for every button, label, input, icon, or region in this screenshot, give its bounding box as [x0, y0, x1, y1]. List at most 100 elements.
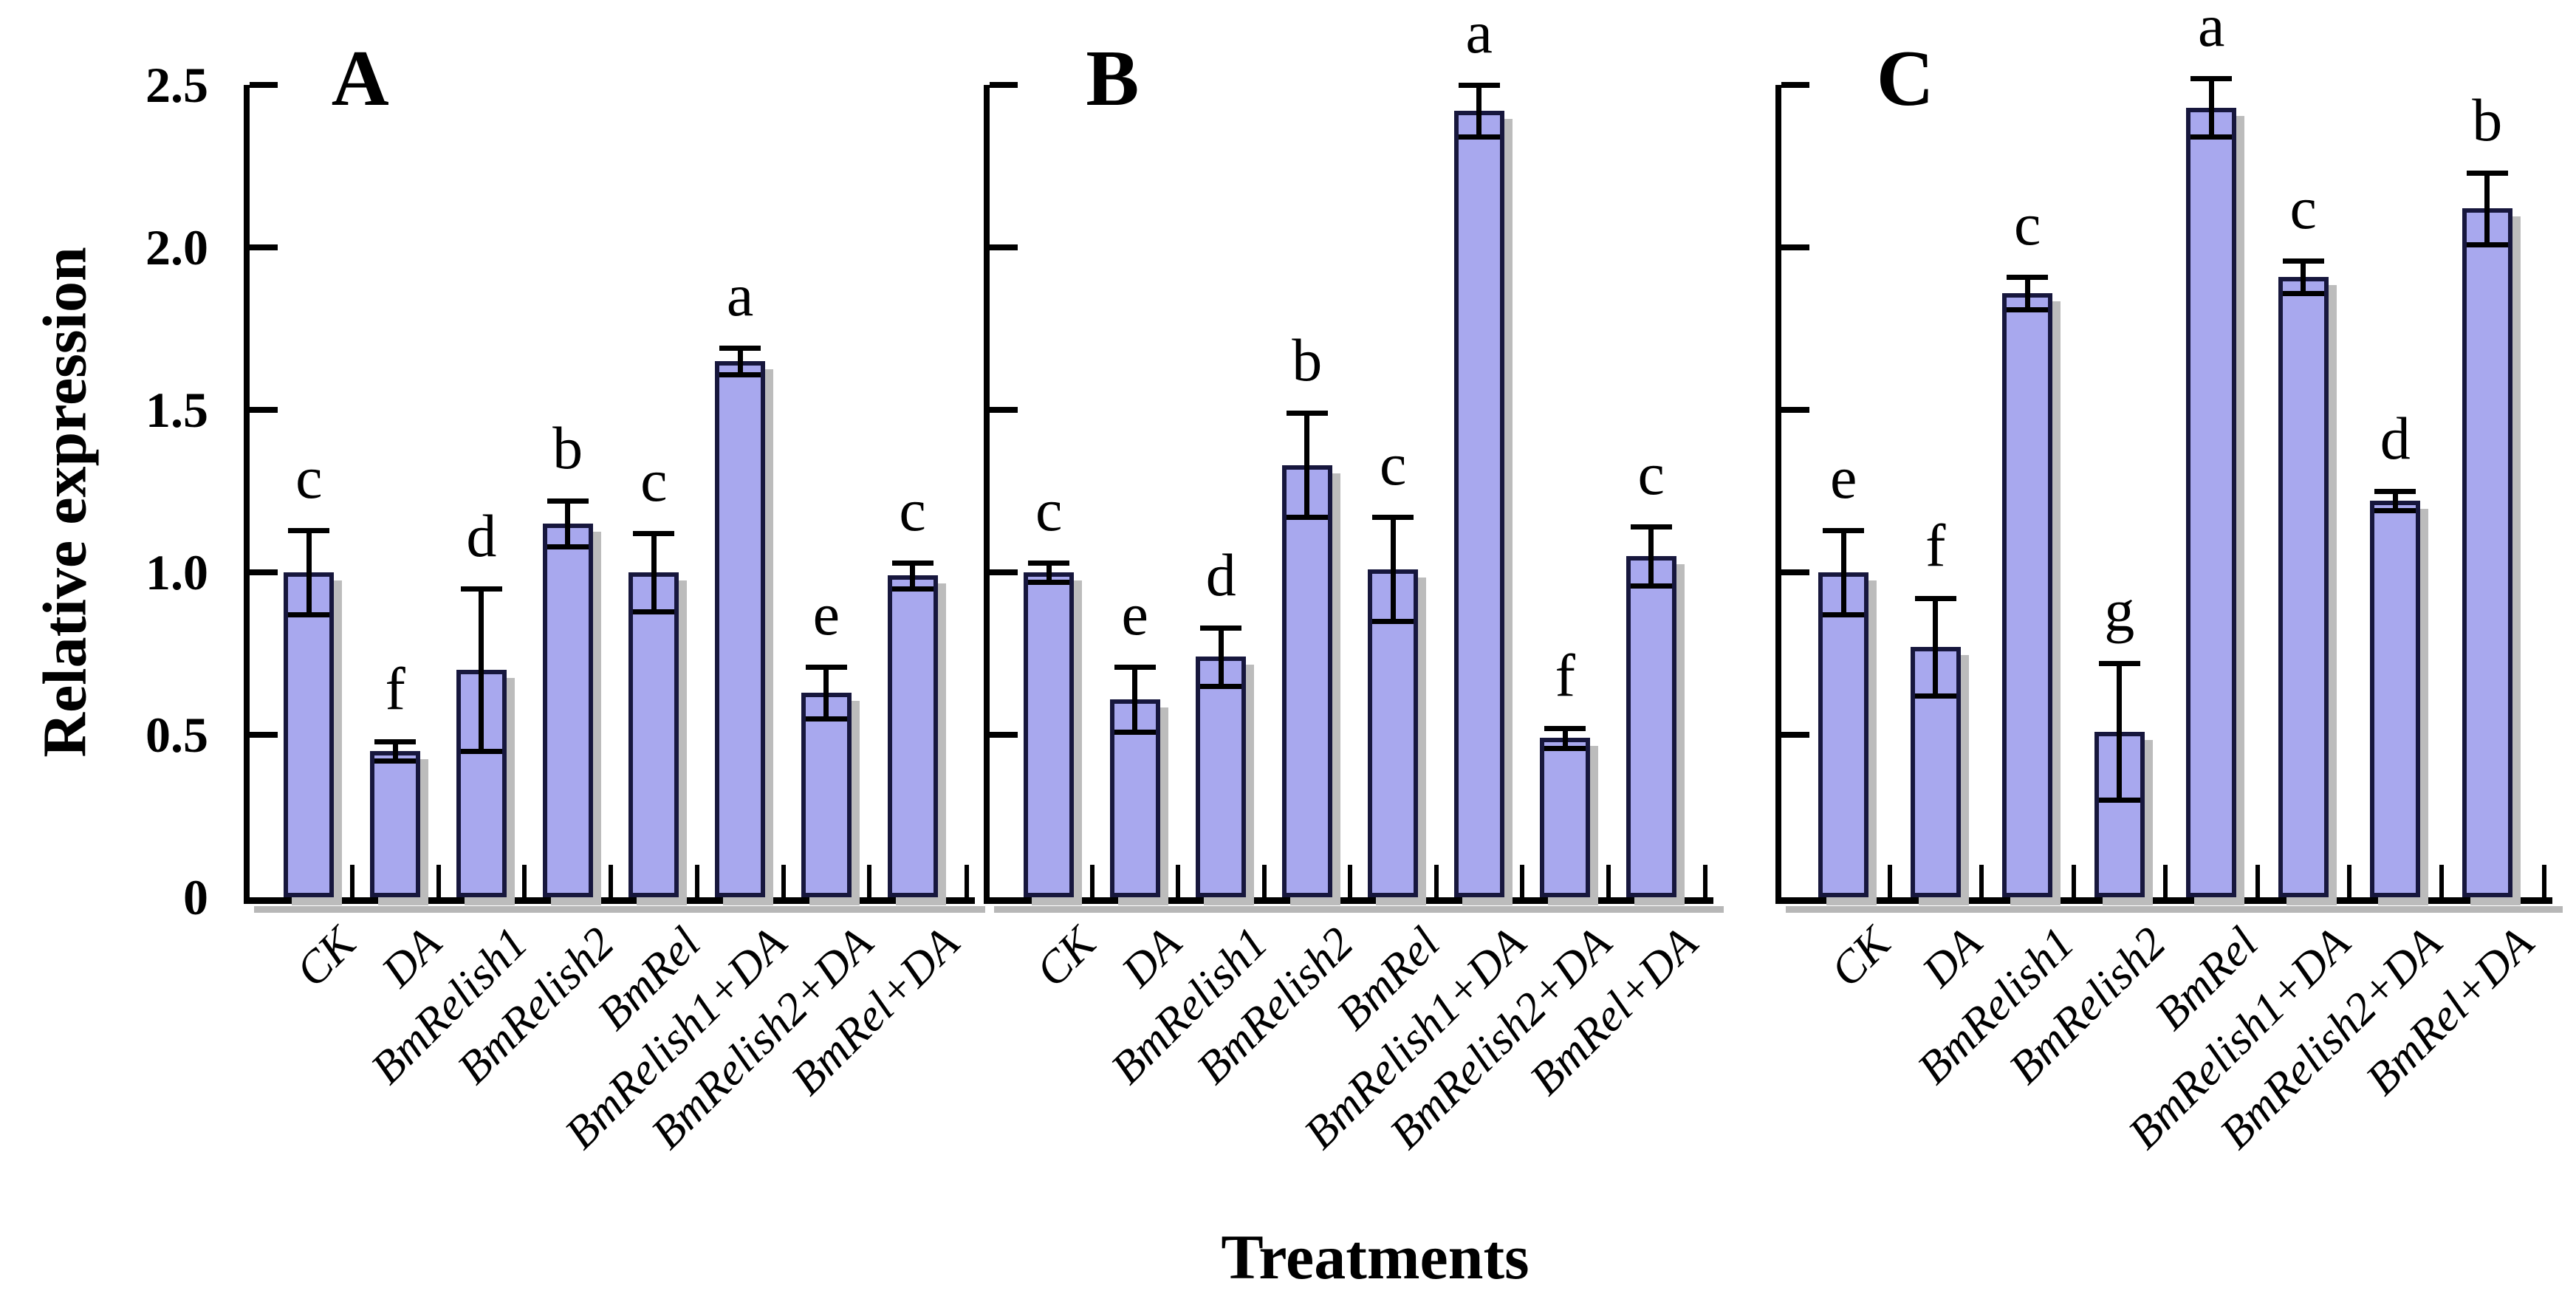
error-bar-cap-bottom: [374, 758, 417, 764]
bar-BmRel: [628, 572, 679, 897]
significance-letter: e: [812, 580, 840, 648]
error-bar-line: [2484, 172, 2490, 244]
error-bar-cap-top: [805, 664, 847, 670]
error-bar-cap-top: [1823, 527, 1865, 533]
bar-BmRelish2+DA: [2370, 501, 2421, 897]
y-axis-title: Relative expression: [30, 247, 100, 758]
x-axis-minor-tick: [965, 865, 969, 897]
x-axis-minor-tick: [1348, 865, 1352, 897]
error-bar-line: [737, 348, 743, 374]
significance-letter: c: [1380, 431, 1407, 498]
error-bar-cap-top: [2282, 258, 2324, 264]
significance-letter: c: [2014, 190, 2041, 258]
error-bar-line: [2024, 276, 2030, 309]
x-axis-minor-tick: [1261, 865, 1267, 897]
significance-letter: c: [295, 443, 323, 511]
error-bar-cap-bottom: [805, 716, 847, 722]
significance-letter: c: [1035, 476, 1063, 544]
x-axis-minor-tick: [1089, 865, 1095, 897]
significance-letter: a: [1465, 0, 1493, 66]
y-axis-tick: [1781, 569, 1809, 575]
y-tick-label: 0: [183, 869, 208, 925]
bar-BmRelish1: [2002, 292, 2053, 897]
x-axis-line: [244, 897, 975, 904]
significance-letter: b: [552, 414, 583, 482]
y-tick-label: 2.5: [145, 57, 208, 113]
bar-BmRelish1: [1196, 657, 1247, 897]
error-bar-cap-top: [2098, 661, 2140, 667]
x-axis-minor-tick: [2347, 865, 2351, 897]
error-bar-cap-bottom: [1630, 583, 1672, 589]
error-bar-cap-bottom: [1114, 729, 1156, 735]
panel-B: c CK e DA d BmRelish1 b BmRelish2 c BmRel a BmRelis…: [984, 2, 1713, 1159]
significance-letter: e: [1121, 580, 1148, 648]
significance-letter: f: [1925, 512, 1946, 580]
x-category-label: CK: [1026, 917, 1106, 997]
bar-BmRelish2+DA: [1540, 738, 1591, 897]
x-axis-minor-tick: [1433, 865, 1439, 897]
y-axis-tick: [250, 244, 278, 250]
error-bar-line: [1933, 598, 1939, 696]
error-bar-cap-top: [1114, 664, 1156, 670]
bar-BmRelish1+DA: [715, 361, 766, 897]
bar-DA: [1910, 647, 1961, 897]
x-category-label: CK: [286, 917, 366, 997]
y-axis-tick: [990, 244, 1018, 250]
bar-BmRelish2: [1281, 465, 1332, 897]
error-bar-cap-bottom: [1372, 619, 1414, 624]
error-bar-cap-bottom: [2098, 798, 2140, 803]
error-bar-line: [1390, 517, 1396, 621]
x-axis-minor-tick: [1606, 865, 1611, 897]
error-bar-cap-bottom: [288, 612, 330, 618]
y-axis-tick: [1781, 407, 1809, 413]
x-axis-line: [1775, 897, 2552, 904]
bar-CK: [1024, 572, 1075, 897]
bar-BmRelish1: [456, 670, 507, 897]
y-axis-tick: [250, 407, 278, 413]
error-bar-line: [1304, 413, 1310, 518]
x-axis-minor-tick: [2542, 865, 2546, 897]
error-bar-cap-top: [1286, 411, 1328, 417]
error-bar-cap-bottom: [1286, 515, 1328, 521]
x-axis-minor-tick: [2439, 865, 2444, 897]
x-axis-minor-tick: [1887, 865, 1892, 897]
x-axis-minor-tick: [867, 865, 872, 897]
error-bar-cap-top: [2190, 76, 2233, 82]
error-bar-line: [2301, 260, 2306, 293]
significance-letter: b: [2472, 86, 2503, 154]
error-bar-cap-bottom: [2374, 508, 2416, 514]
error-bar-line: [651, 533, 657, 611]
error-bar-line: [479, 589, 484, 751]
error-bar-cap-bottom: [2282, 290, 2324, 296]
error-bar-cap-bottom: [1028, 580, 1070, 586]
bar-CK: [1818, 572, 1869, 897]
bar-DA: [370, 751, 421, 897]
y-axis-tick: [990, 82, 1018, 88]
y-tick-label: 0.5: [145, 707, 208, 763]
y-axis-tick: [250, 82, 278, 88]
error-bar-cap-top: [1914, 596, 1956, 602]
significance-letter: c: [2289, 174, 2317, 241]
error-bar-cap-top: [1372, 515, 1414, 521]
significance-letter: e: [1830, 443, 1857, 511]
error-bar-cap-top: [374, 738, 417, 744]
error-bar-cap-top: [1028, 560, 1070, 566]
error-bar-cap-top: [1630, 524, 1672, 530]
x-axis-minor-tick: [1979, 865, 1984, 897]
error-bar-cap-top: [1458, 83, 1500, 88]
significance-letter: a: [726, 261, 754, 329]
x-axis-minor-tick: [2071, 865, 2076, 897]
y-axis-tick: [1781, 82, 1809, 88]
significance-letter: d: [2380, 405, 2411, 472]
error-bar-cap-bottom: [2190, 134, 2233, 140]
error-bar-cap-top: [633, 531, 675, 537]
bar-BmRelish2: [542, 524, 593, 897]
error-bar-line: [823, 666, 829, 719]
bar-BmRelish2+DA: [801, 692, 852, 897]
error-bar-line: [2117, 663, 2123, 800]
x-axis-minor-tick: [694, 865, 699, 897]
panel-letter-B: B: [1086, 35, 1140, 123]
bar-BmRel+DA: [1626, 556, 1676, 897]
y-axis-tick: [990, 407, 1018, 413]
